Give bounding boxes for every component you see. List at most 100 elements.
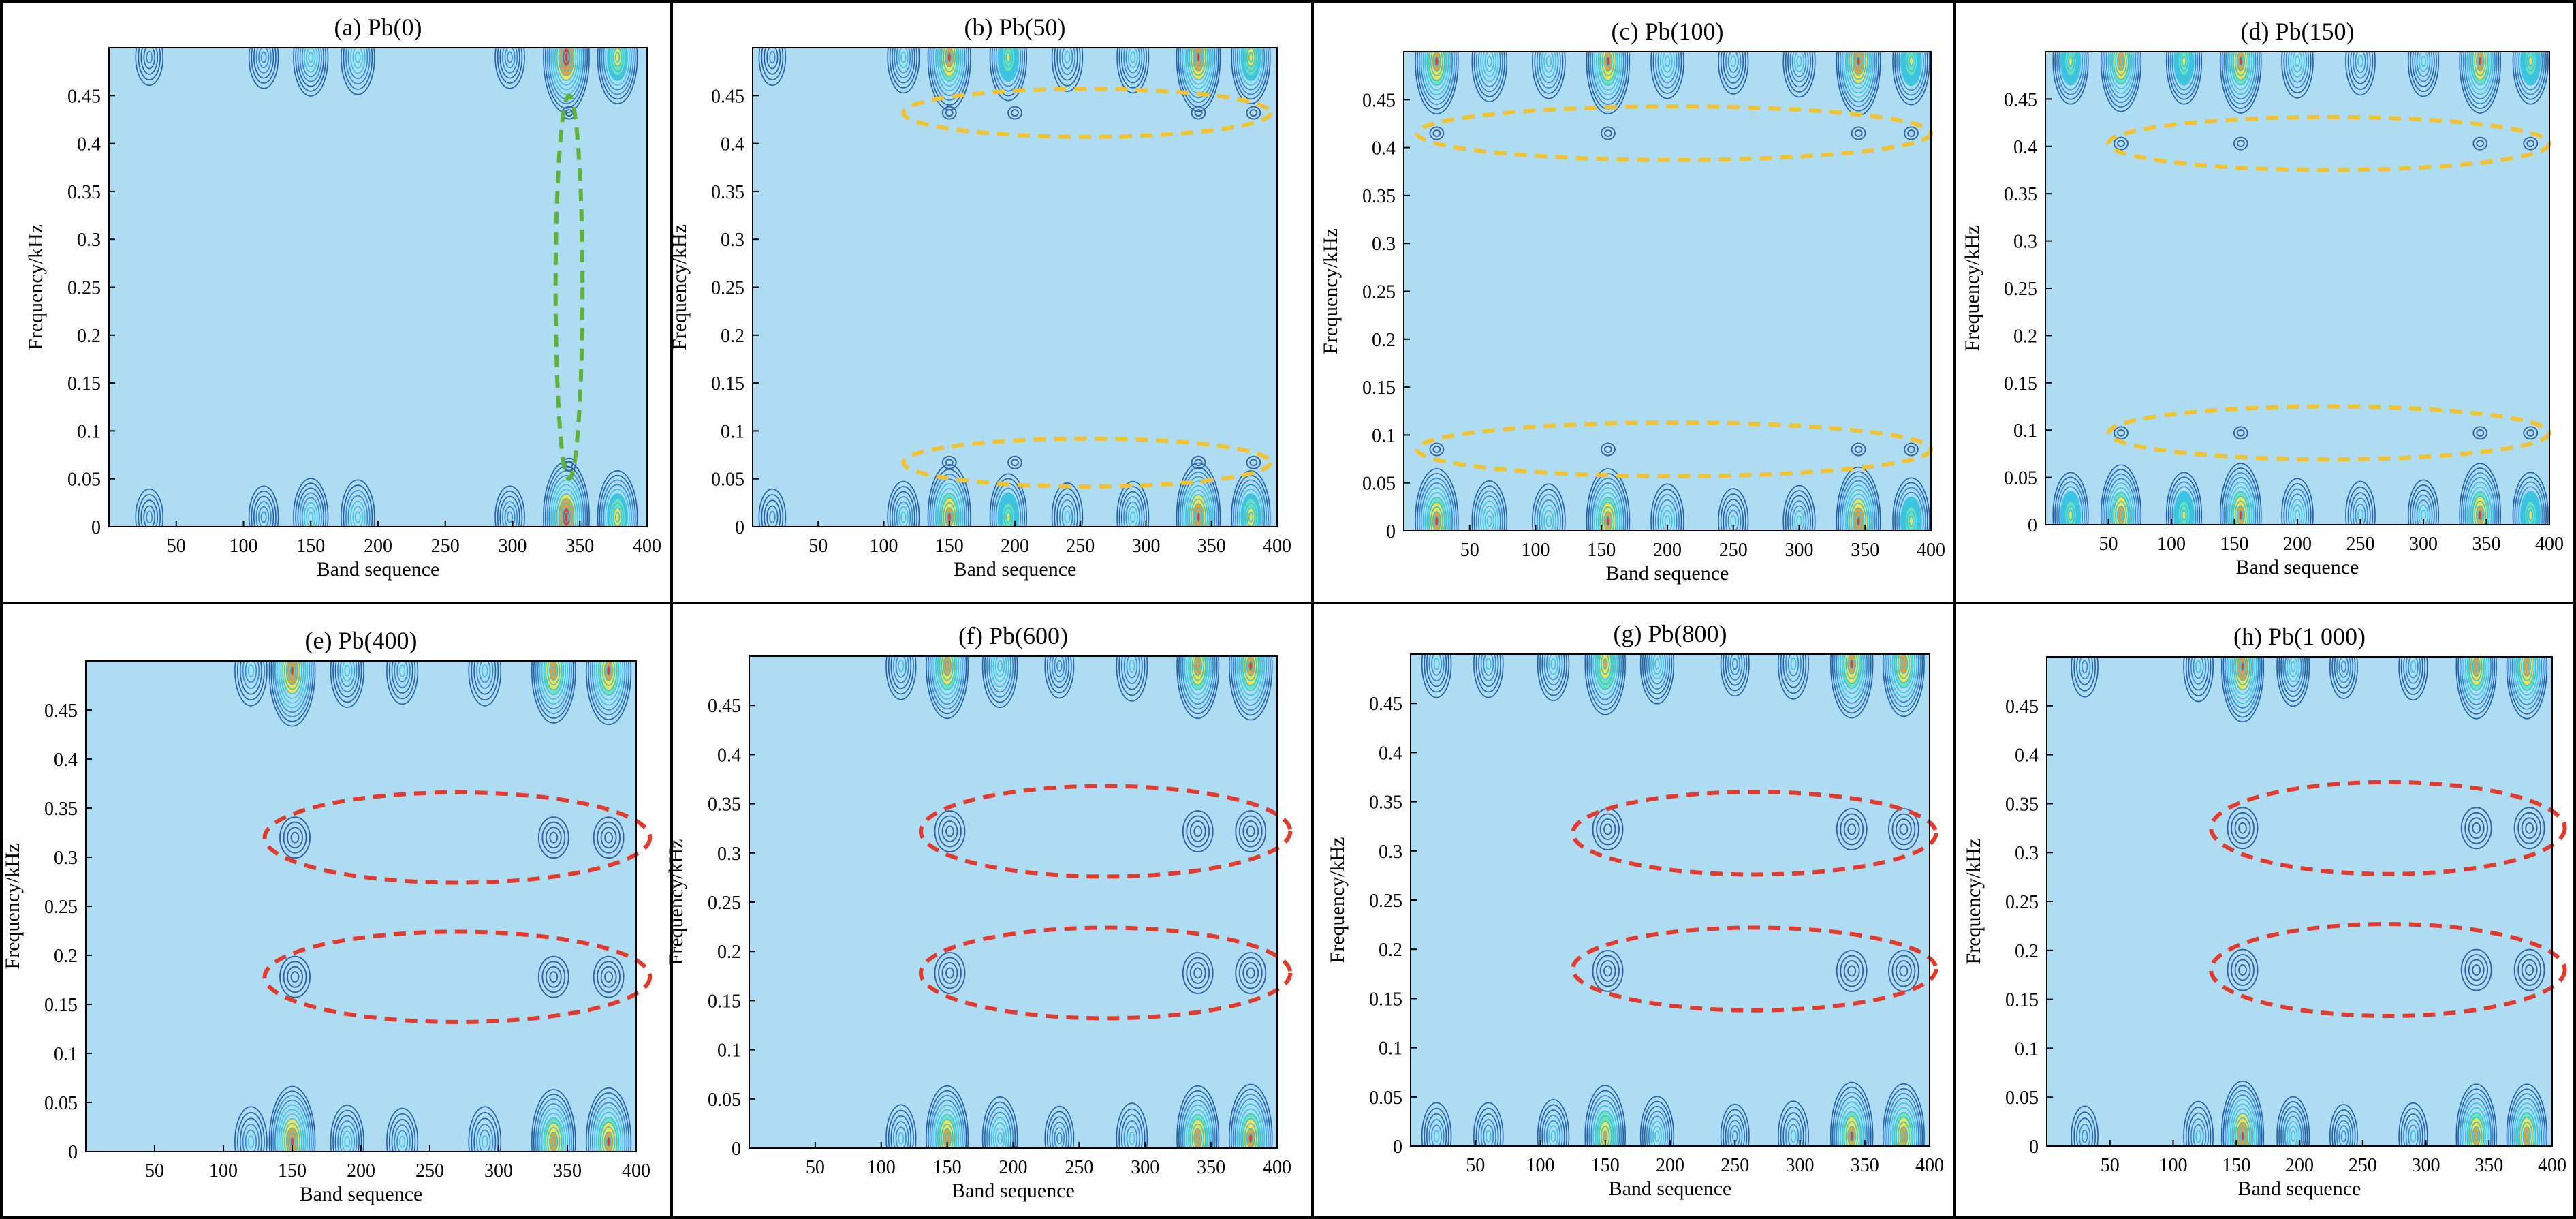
contour-ring: [1657, 52, 1678, 84]
contour-ring: [1421, 1102, 1452, 1146]
contour-ring: [533, 1094, 574, 1152]
contour-ring: [2412, 489, 2435, 525]
contour-ring: [2229, 486, 2252, 525]
contour-ring: [1840, 654, 1864, 694]
contour-lobe: [981, 1096, 1018, 1148]
contour-ring: [1126, 1126, 1138, 1148]
spot-ring: [1193, 825, 1203, 837]
x-tick-label: 150: [1587, 540, 1616, 561]
x-tick-label: 350: [1197, 536, 1226, 557]
contour-ring: [2288, 657, 2298, 677]
contour-ring: [301, 497, 320, 527]
contour-lobe: [2506, 657, 2548, 720]
spot-ring: [2460, 807, 2492, 850]
contour-ring: [1584, 1085, 1627, 1146]
contour-ring: [2181, 56, 2187, 67]
contour-ring: [239, 1117, 262, 1152]
y-tick-label: 0.4: [1372, 138, 1396, 159]
contour-ring: [255, 501, 272, 527]
contour-lobe: [1229, 656, 1273, 721]
x-tick-label: 400: [633, 536, 661, 557]
contour-ring: [2071, 657, 2099, 698]
contour-ring: [2183, 657, 2214, 703]
contour-lobe: [2455, 1083, 2497, 1146]
contour-lobe: [2345, 480, 2376, 525]
contour-ring: [2223, 52, 2259, 104]
contour-ring: [341, 479, 375, 527]
contour-ring: [499, 495, 520, 527]
contour-ring: [898, 506, 909, 527]
contour-ring: [1127, 48, 1138, 68]
contour-ring: [1659, 504, 1676, 531]
contour-ring: [247, 1135, 255, 1148]
contour-ring: [2280, 1106, 2306, 1146]
spot-ring: [2526, 140, 2535, 148]
contour-ring: [388, 1113, 416, 1152]
contour-lobe: [268, 1085, 316, 1152]
contour-ring: [1543, 52, 1554, 73]
contour-ring: [2518, 52, 2543, 91]
x-tick-label: 200: [364, 536, 392, 557]
contour-ring: [1545, 55, 1552, 67]
contour-ring: [1592, 1105, 1618, 1146]
contour-ring: [2477, 56, 2483, 67]
contour-ring: [1659, 52, 1676, 78]
spot-ring: [2238, 964, 2247, 976]
spot-ring: [604, 971, 613, 983]
contour-ring: [2104, 52, 2138, 104]
plot-area: [1411, 654, 1930, 1146]
contour-ring: [2290, 661, 2296, 673]
contour-ring: [253, 48, 274, 79]
contour-ring: [2459, 657, 2494, 710]
spot-ring: [1182, 952, 1214, 994]
contour-ring: [894, 496, 913, 527]
contour-ring: [1718, 488, 1749, 531]
contour-ring: [2340, 1130, 2347, 1143]
contour-ring: [1532, 52, 1566, 99]
contour-ring: [1590, 52, 1627, 105]
contour-ring: [468, 1106, 502, 1152]
contour-lobe: [330, 661, 364, 708]
contour-ring: [1176, 462, 1221, 527]
x-tick-label: 200: [999, 1157, 1028, 1178]
y-tick-label: 0: [1386, 521, 1396, 542]
contour-ring: [1431, 654, 1443, 676]
contour-ring: [935, 1109, 960, 1148]
y-tick-label: 0.4: [717, 745, 741, 766]
contour-ring: [1539, 52, 1559, 84]
contour-ring: [935, 483, 964, 527]
contour-ring: [995, 487, 1022, 527]
contour-ring: [293, 478, 329, 527]
contour-ring: [546, 48, 586, 104]
contour-ring: [2329, 1104, 2358, 1146]
contour-ring: [984, 656, 1016, 703]
contour-ring: [2081, 1129, 2088, 1143]
spot-ring: [2236, 429, 2245, 437]
plot-content: [234, 661, 632, 1152]
panel-title: (h) Pb(1 000): [2233, 623, 2366, 650]
contour-ring: [140, 48, 159, 75]
spot-ring: [2468, 959, 2485, 981]
contour-ring: [1838, 1101, 1866, 1146]
contour-ring: [769, 51, 776, 64]
panel-1: 50 100 150 200 250 300 350 400 0 0.05 0.1 0.15 0.2 0.…: [25, 14, 661, 581]
spot-ring: [1429, 442, 1445, 457]
contour-ring: [1662, 52, 1673, 73]
contour-lobe: [1829, 1081, 1874, 1146]
plot-content: [2071, 657, 2548, 1146]
contour-ring: [1046, 1111, 1072, 1148]
contour-ring: [2190, 657, 2207, 685]
spot-ring: [1887, 808, 1919, 850]
contour-ring: [2468, 486, 2492, 525]
contour-ring: [1909, 516, 1914, 527]
spot-ring: [1592, 950, 1624, 992]
contour-spot: [2114, 136, 2129, 151]
contour-ring: [1485, 658, 1492, 670]
spot-ring: [1246, 106, 1261, 120]
contour-ring: [1480, 654, 1496, 681]
y-axis-label: Frequency/kHz: [668, 224, 691, 350]
y-ticks: 0 0.05 0.1 0.15 0.2 0.25 0.3 0.35 0.4 0.45: [711, 86, 759, 538]
contour-ring: [2290, 1130, 2296, 1142]
contour-lobe: [2512, 52, 2549, 105]
contour-ring: [2054, 476, 2087, 525]
